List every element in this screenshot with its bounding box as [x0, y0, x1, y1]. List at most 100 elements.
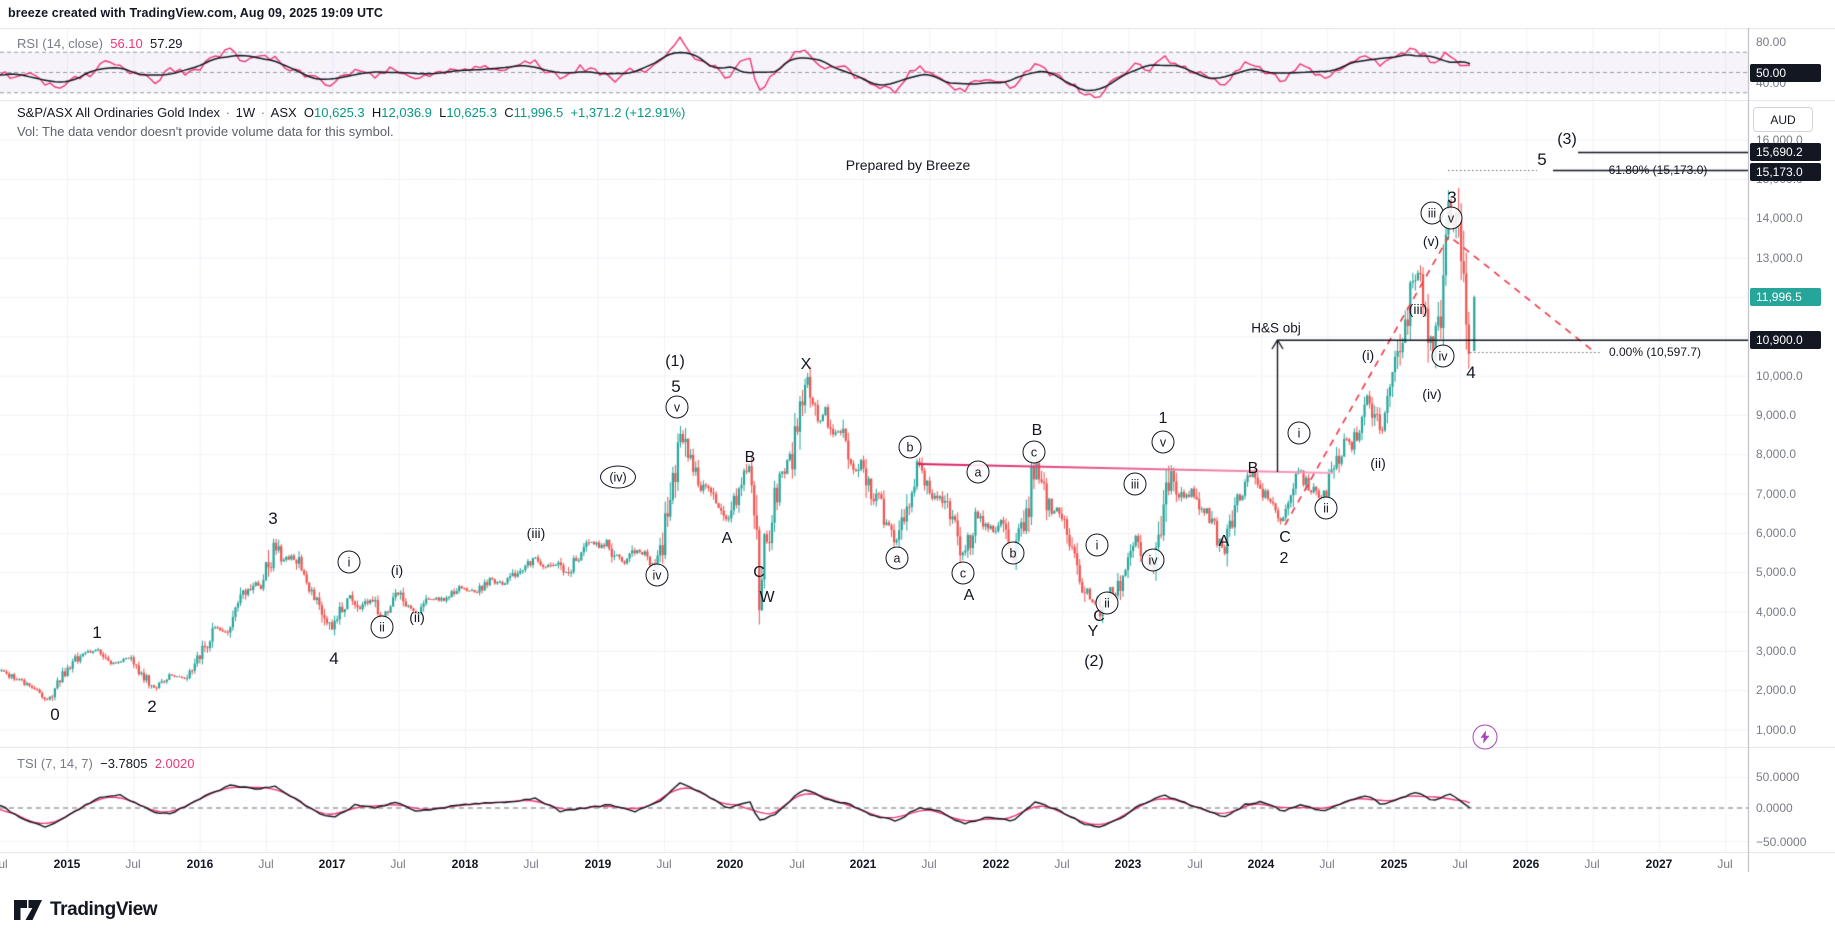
wave-label[interactable]: (ii)	[409, 609, 425, 625]
wave-label[interactable]: 4	[329, 649, 339, 668]
wave-label-circled[interactable]: iv	[645, 563, 669, 587]
exchange-label: ASX	[270, 105, 297, 120]
wave-label[interactable]: C	[753, 564, 765, 581]
close-letter: C	[504, 105, 514, 120]
time-label-month: Jul	[1717, 857, 1733, 871]
wave-label[interactable]: (2)	[1084, 653, 1104, 670]
price-tick: 3,000.0	[1756, 643, 1797, 658]
low-letter: L	[439, 105, 447, 120]
wave-label[interactable]: (iv)	[1422, 386, 1442, 402]
high-letter: H	[371, 105, 382, 120]
wave-label-circled[interactable]: iii	[1123, 472, 1147, 496]
wave-label-circled[interactable]: ii	[370, 615, 394, 639]
wave-label[interactable]: (v)	[1422, 233, 1440, 249]
tsi-tick: −50.0000	[1756, 835, 1807, 849]
wave-label-circled[interactable]: i	[1085, 533, 1109, 557]
wave-label[interactable]: 3	[1447, 188, 1457, 207]
wave-label[interactable]: 3	[268, 509, 278, 528]
wave-label[interactable]: 2	[147, 697, 157, 716]
interval-label: 1W	[235, 105, 256, 120]
change-value: +1,371.2 (+12.91%)	[570, 105, 686, 120]
wave-label[interactable]: C	[1279, 529, 1291, 546]
wave-label[interactable]: (iii)	[1408, 301, 1428, 317]
symbol-legend[interactable]: S&P/ASX All Ordinaries Gold Index · 1W ·…	[17, 105, 686, 120]
wave-label[interactable]: C	[1093, 608, 1105, 625]
wave-label[interactable]: 2	[1279, 550, 1289, 567]
wave-label[interactable]: (iii)	[526, 525, 546, 541]
wave-label[interactable]: B	[744, 449, 756, 466]
wave-label-circled[interactable]: (iv)	[600, 465, 636, 489]
head-and-shoulders-objective-label[interactable]: H&S obj	[1251, 320, 1301, 336]
lightning-icon[interactable]	[1472, 724, 1498, 750]
wave-label-circled[interactable]: b	[1001, 541, 1025, 565]
wave-label-circled[interactable]: c	[951, 561, 975, 585]
wave-label[interactable]: A	[963, 587, 975, 604]
wave-label[interactable]: Y	[1087, 623, 1099, 640]
wave-label-circled[interactable]: i	[1287, 421, 1311, 445]
wave-label[interactable]: A	[721, 530, 733, 547]
wave-label[interactable]: B	[1031, 422, 1043, 439]
price-badge: 10,900.0	[1750, 331, 1821, 350]
volume-note: Vol: The data vendor doesn't provide vol…	[17, 124, 394, 139]
open-letter: O	[303, 105, 315, 120]
price-tick: 14,000.0	[1756, 211, 1803, 226]
rsi-value: 56.10	[110, 36, 143, 51]
time-label-year: 2024	[1247, 857, 1275, 871]
wave-label[interactable]: (i)	[390, 562, 404, 578]
wave-label-circled[interactable]: v	[1151, 430, 1175, 454]
wave-label[interactable]: 5	[1537, 150, 1547, 169]
wave-label-circled[interactable]: ii	[1095, 591, 1119, 615]
price-tick: 2,000.0	[1756, 683, 1797, 698]
rsi-level-badge: 50.00	[1750, 63, 1821, 82]
time-label-year: 2019	[584, 857, 612, 871]
attribution-text: breeze created with TradingView.com, Aug…	[8, 6, 384, 20]
time-label-month: Jul	[921, 857, 937, 871]
wave-label[interactable]: A	[1218, 533, 1230, 550]
price-tick: 9,000.0	[1756, 407, 1797, 422]
wave-label[interactable]: 1	[92, 623, 102, 642]
time-label-month: Jul	[789, 857, 805, 871]
wave-label-circled[interactable]: b	[898, 435, 922, 459]
fib-level-label[interactable]: 0.00% (10,597.7)	[1608, 345, 1702, 359]
wave-label-circled[interactable]: a	[966, 460, 990, 484]
wave-label[interactable]: 5	[671, 377, 681, 396]
wave-label-circled[interactable]: ii	[1314, 496, 1338, 520]
wave-label-circled[interactable]: v	[1439, 206, 1463, 230]
fib-level-label[interactable]: 61.80% (15,173.0)	[1608, 163, 1708, 177]
wave-label-circled[interactable]: c	[1022, 440, 1046, 464]
wave-label-circled[interactable]: v	[665, 395, 689, 419]
wave-label[interactable]: X	[800, 356, 812, 373]
wave-label[interactable]: W	[759, 589, 775, 606]
time-label-month: Jul	[390, 857, 406, 871]
time-label-year: 2022	[982, 857, 1010, 871]
price-tick: 8,000.0	[1756, 447, 1797, 462]
currency-button[interactable]: AUD	[1753, 107, 1813, 132]
price-tick: 6,000.0	[1756, 525, 1797, 540]
time-label-month: Jul	[1187, 857, 1203, 871]
wave-label[interactable]: 0	[50, 705, 60, 724]
wave-label-circled[interactable]: a	[885, 546, 909, 570]
wave-label[interactable]: (1)	[665, 353, 685, 370]
wave-label[interactable]: 1	[1158, 410, 1168, 427]
wave-label[interactable]: B	[1247, 460, 1259, 477]
price-badge: 15,173.0	[1750, 163, 1821, 181]
symbol-title: S&P/ASX All Ordinaries Gold Index	[17, 105, 221, 120]
wave-label[interactable]: (ii)	[1370, 455, 1386, 471]
tradingview-logo-text: TradingView	[50, 899, 158, 920]
tradingview-logo-mark	[14, 900, 42, 920]
wave-label[interactable]: (i)	[1361, 347, 1375, 363]
wave-label[interactable]: 4	[1466, 363, 1476, 382]
high-value: 12,036.9	[381, 105, 432, 120]
tsi-signal-value: 2.0020	[154, 756, 195, 771]
rsi-tick: 80.00	[1756, 35, 1787, 49]
time-axis[interactable]: Jul 2015 Jul 2016 Jul 2017 Jul 2018 Jul 2019 Jul 20…	[0, 853, 1835, 875]
wave-label[interactable]: (3)	[1557, 131, 1577, 148]
wave-label-circled[interactable]: i	[337, 550, 361, 574]
wave-label-circled[interactable]: iv	[1141, 548, 1165, 572]
wave-label-circled[interactable]: iv	[1431, 344, 1455, 368]
time-label-month: Jul	[1319, 857, 1335, 871]
tradingview-logo[interactable]: TradingView	[13, 897, 158, 923]
time-label-month: Jul	[1584, 857, 1600, 871]
